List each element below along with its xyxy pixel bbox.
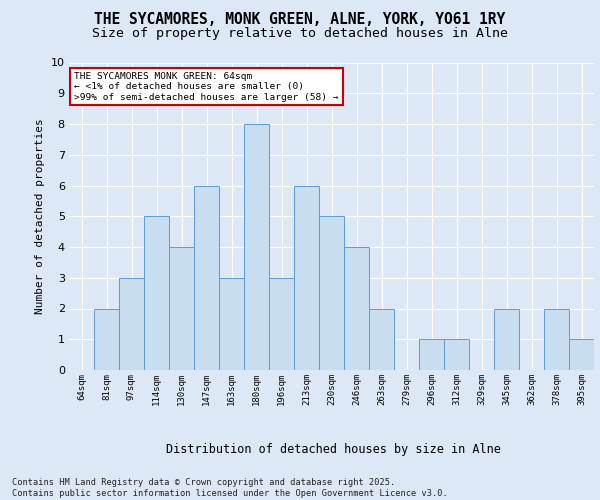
Text: THE SYCAMORES MONK GREEN: 64sqm
← <1% of detached houses are smaller (0)
>99% of: THE SYCAMORES MONK GREEN: 64sqm ← <1% of… — [74, 72, 339, 102]
Bar — [169, 247, 194, 370]
Y-axis label: Number of detached properties: Number of detached properties — [35, 118, 45, 314]
Bar — [544, 308, 569, 370]
Bar — [144, 216, 169, 370]
Bar — [244, 124, 269, 370]
Bar — [294, 186, 319, 370]
Bar — [219, 278, 244, 370]
Text: Size of property relative to detached houses in Alne: Size of property relative to detached ho… — [92, 28, 508, 40]
Text: THE SYCAMORES, MONK GREEN, ALNE, YORK, YO61 1RY: THE SYCAMORES, MONK GREEN, ALNE, YORK, Y… — [94, 12, 506, 28]
Bar — [194, 186, 219, 370]
Text: Distribution of detached houses by size in Alne: Distribution of detached houses by size … — [166, 442, 500, 456]
Bar — [344, 247, 369, 370]
Bar — [269, 278, 294, 370]
Bar — [319, 216, 344, 370]
Bar — [419, 339, 444, 370]
Bar — [569, 339, 594, 370]
Text: Contains HM Land Registry data © Crown copyright and database right 2025.
Contai: Contains HM Land Registry data © Crown c… — [12, 478, 448, 498]
Bar — [444, 339, 469, 370]
Bar — [94, 308, 119, 370]
Bar — [494, 308, 519, 370]
Bar — [119, 278, 144, 370]
Bar — [369, 308, 394, 370]
